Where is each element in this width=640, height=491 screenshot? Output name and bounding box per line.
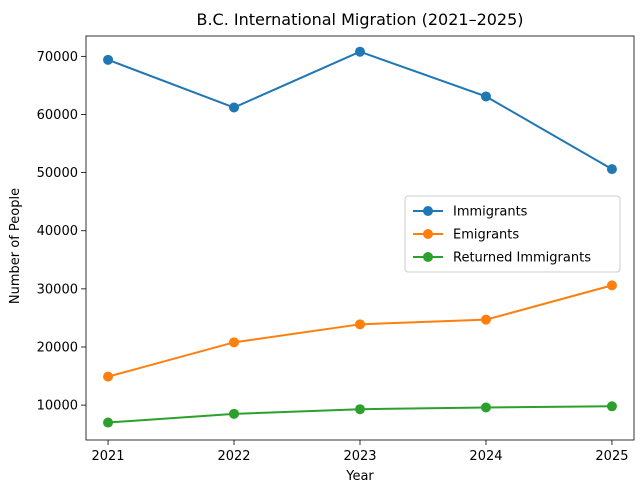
y-tick-label: 30000 [37,282,78,297]
legend-marker-swatch [423,206,433,216]
y-tick-label: 50000 [37,166,78,181]
legend-item: Immigrants [413,205,528,220]
y-tick-label: 10000 [37,399,78,414]
y-tick-label: 70000 [37,50,78,65]
data-point-emigrants [229,337,240,348]
legend-marker-swatch [423,252,433,262]
data-point-immigrants [229,102,240,113]
data-point-returned-immigrants [606,401,617,412]
y-tick-label: 20000 [37,340,78,355]
data-point-returned-immigrants [229,408,240,419]
y-tick-label: 40000 [37,224,78,239]
data-point-emigrants [355,319,365,330]
data-point-emigrants [480,314,491,325]
x-axis: 2021 2022 2023 2024 2025 [91,440,629,464]
series-immigrants [103,46,617,175]
legend-label: Immigrants [453,205,528,220]
x-tick-label: 2025 [595,449,628,464]
legend-label: Returned Immigrants [453,251,591,266]
legend-item: Returned Immigrants [413,251,591,266]
data-point-returned-immigrants [103,417,114,428]
legend-box [404,195,621,273]
y-axis: 10000 20000 30000 40000 50000 60000 70000 [37,50,86,414]
x-tick-label: 2022 [217,449,250,464]
x-tick-label: 2024 [469,449,502,464]
y-tick-label: 60000 [37,108,78,123]
data-point-immigrants [480,91,491,102]
data-point-immigrants [103,54,114,65]
x-tick-label: 2023 [343,449,376,464]
legend-marker-swatch [423,229,433,239]
data-point-immigrants [355,46,365,57]
data-point-returned-immigrants [480,402,491,413]
legend-item: Emigrants [413,228,519,243]
data-point-returned-immigrants [355,404,365,415]
series-returned-immigrants [103,401,617,428]
data-point-emigrants [103,371,114,382]
y-axis-label: Number of People [8,188,23,304]
data-point-immigrants [606,164,617,175]
x-axis-label: Year [345,469,374,484]
chart-title: B.C. International Migration (2021–2025) [196,10,523,29]
data-point-emigrants [606,280,617,291]
series-emigrants [103,280,617,382]
x-tick-label: 2021 [91,449,124,464]
legend-label: Emigrants [453,228,519,243]
legend: Immigrants Emigrants Returned Immigrants [404,195,621,273]
series-layer [103,46,617,428]
